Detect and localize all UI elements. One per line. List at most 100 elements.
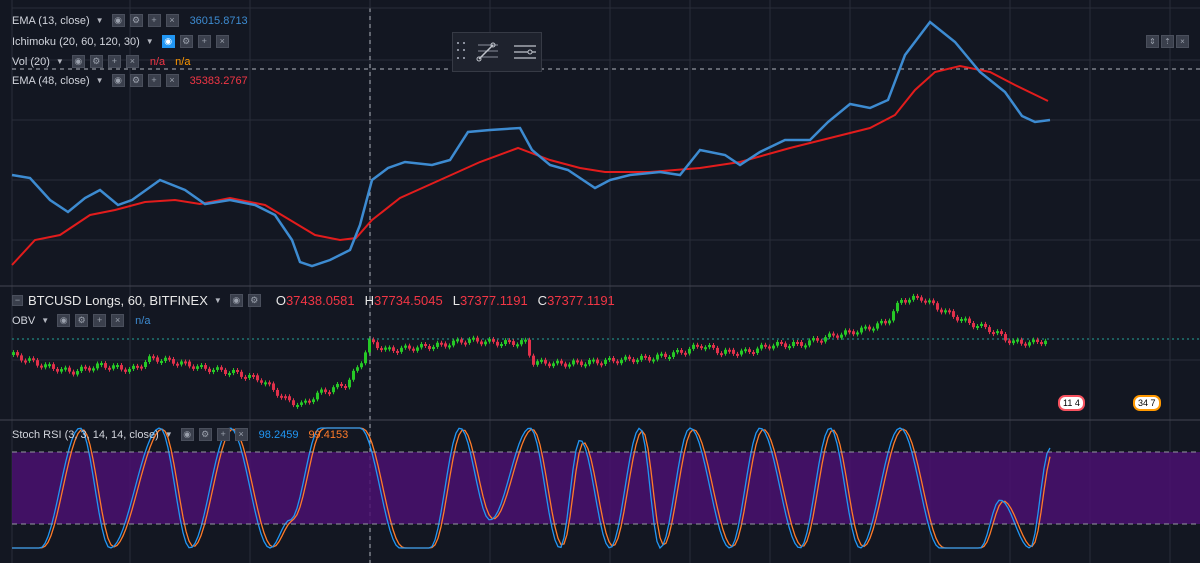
candle bbox=[424, 344, 427, 347]
candle bbox=[728, 349, 731, 352]
candle bbox=[1004, 334, 1007, 341]
candle bbox=[252, 374, 255, 377]
legend-obv[interactable]: OBV ▼ ◉ ⚙ + × n/a bbox=[12, 314, 150, 327]
legend-ema48[interactable]: EMA (48, close) ▼ ◉ ⚙ + × 35383.2767 bbox=[12, 74, 248, 87]
candle bbox=[176, 363, 179, 366]
candle bbox=[64, 367, 67, 370]
candle bbox=[228, 373, 231, 376]
chevron-down-icon[interactable]: ▼ bbox=[95, 16, 104, 25]
candle bbox=[268, 382, 271, 385]
candle bbox=[164, 357, 167, 362]
candle bbox=[28, 358, 31, 361]
close-icon[interactable]: × bbox=[234, 428, 248, 441]
chevron-down-icon[interactable]: ▼ bbox=[164, 430, 173, 439]
eye-icon[interactable]: ◉ bbox=[111, 14, 125, 27]
candle bbox=[488, 338, 491, 342]
candle bbox=[484, 341, 487, 345]
legend-vol[interactable]: Vol (20) ▼ ◉ ⚙ + × n/a n/a bbox=[12, 55, 190, 68]
plus-icon[interactable]: + bbox=[147, 14, 161, 27]
candle bbox=[232, 369, 235, 374]
candle bbox=[780, 341, 783, 344]
legend-ichimoku-name: Ichimoku (20, 60, 120, 30) bbox=[12, 35, 140, 48]
chevron-down-icon[interactable]: ▼ bbox=[55, 57, 64, 66]
eye-icon[interactable]: ◉ bbox=[180, 428, 194, 441]
ema48-line bbox=[11, 64, 1049, 266]
legend-ema13[interactable]: EMA (13, close) ▼ ◉ ⚙ + × 36015.8713 bbox=[12, 14, 248, 27]
candle bbox=[436, 342, 439, 347]
candle bbox=[828, 333, 831, 338]
candle bbox=[460, 339, 463, 343]
eye-icon[interactable]: ◉ bbox=[57, 314, 71, 327]
gear-icon[interactable]: ⚙ bbox=[198, 428, 212, 441]
up-icon[interactable]: ⇡ bbox=[1161, 35, 1174, 48]
close-icon[interactable]: × bbox=[165, 14, 179, 27]
candle bbox=[988, 327, 991, 333]
candle bbox=[80, 366, 83, 372]
trend-line-icon[interactable] bbox=[471, 37, 504, 67]
candle bbox=[416, 347, 419, 351]
close-icon[interactable]: × bbox=[111, 314, 125, 327]
plus-icon[interactable]: + bbox=[216, 428, 230, 441]
close-icon[interactable]: × bbox=[215, 35, 229, 48]
candle bbox=[1000, 331, 1003, 335]
candle bbox=[992, 332, 995, 335]
gear-icon[interactable]: ⚙ bbox=[247, 294, 261, 307]
candle bbox=[676, 349, 679, 353]
collapse-icon[interactable]: − bbox=[12, 295, 23, 306]
candle bbox=[384, 347, 387, 350]
eye-icon[interactable]: ◉ bbox=[229, 294, 243, 307]
plus-icon[interactable]: + bbox=[107, 55, 121, 68]
event-badge[interactable]: 34 7 bbox=[1133, 395, 1161, 411]
candle bbox=[860, 327, 863, 333]
chevron-down-icon[interactable]: ▼ bbox=[95, 76, 104, 85]
candle bbox=[964, 318, 967, 321]
event-badge[interactable]: 11 4 bbox=[1058, 395, 1085, 411]
candle bbox=[520, 340, 523, 345]
candle bbox=[220, 367, 223, 370]
candle bbox=[208, 368, 211, 373]
plus-icon[interactable]: + bbox=[93, 314, 107, 327]
horizontal-lines-icon[interactable] bbox=[508, 37, 541, 67]
candle bbox=[332, 387, 335, 393]
candle bbox=[276, 389, 279, 396]
legend-stoch-rsi[interactable]: Stoch RSI (3, 3, 14, 14, close) ▼ ◉ ⚙ + × 9… bbox=[12, 428, 348, 441]
chevron-down-icon[interactable]: ▼ bbox=[41, 316, 50, 325]
close-icon[interactable]: × bbox=[125, 55, 139, 68]
grip-icon[interactable] bbox=[457, 42, 467, 62]
candle bbox=[644, 355, 647, 358]
gear-icon[interactable]: ⚙ bbox=[179, 35, 193, 48]
candle bbox=[596, 359, 599, 364]
candle bbox=[704, 347, 707, 350]
legend-ichimoku[interactable]: Ichimoku (20, 60, 120, 30) ▼ ◉ ⚙ + × bbox=[12, 35, 230, 48]
candle bbox=[776, 341, 779, 346]
candle bbox=[236, 369, 239, 372]
legend-longs[interactable]: − BTCUSD Longs, 60, BITFINEX ▼ ◉ ⚙ O37438… bbox=[12, 293, 615, 308]
eye-icon[interactable]: ◉ bbox=[161, 35, 175, 48]
eye-icon[interactable]: ◉ bbox=[71, 55, 85, 68]
gear-icon[interactable]: ⚙ bbox=[75, 314, 89, 327]
candle bbox=[608, 357, 611, 360]
chevron-down-icon[interactable]: ▼ bbox=[145, 37, 154, 46]
candle bbox=[912, 295, 915, 300]
legend-obv-name: OBV bbox=[12, 314, 36, 327]
gear-icon[interactable]: ⚙ bbox=[89, 55, 103, 68]
candle bbox=[856, 332, 859, 335]
close-icon[interactable]: × bbox=[165, 74, 179, 87]
collapse-icon[interactable]: ⇕ bbox=[1146, 35, 1159, 48]
plus-icon[interactable]: + bbox=[197, 35, 211, 48]
candle bbox=[36, 360, 39, 366]
pane-controls[interactable]: ⇕ ⇡ × bbox=[1146, 35, 1189, 48]
candle bbox=[504, 340, 507, 345]
close-icon[interactable]: × bbox=[1176, 35, 1189, 48]
gear-icon[interactable]: ⚙ bbox=[129, 74, 143, 87]
candle bbox=[584, 364, 587, 367]
plus-icon[interactable]: + bbox=[147, 74, 161, 87]
candle bbox=[916, 295, 919, 298]
chevron-down-icon[interactable]: ▼ bbox=[213, 296, 222, 305]
eye-icon[interactable]: ◉ bbox=[111, 74, 125, 87]
candle bbox=[272, 383, 275, 390]
candle bbox=[968, 318, 971, 324]
floating-toolbar[interactable] bbox=[452, 32, 542, 72]
gear-icon[interactable]: ⚙ bbox=[129, 14, 143, 27]
